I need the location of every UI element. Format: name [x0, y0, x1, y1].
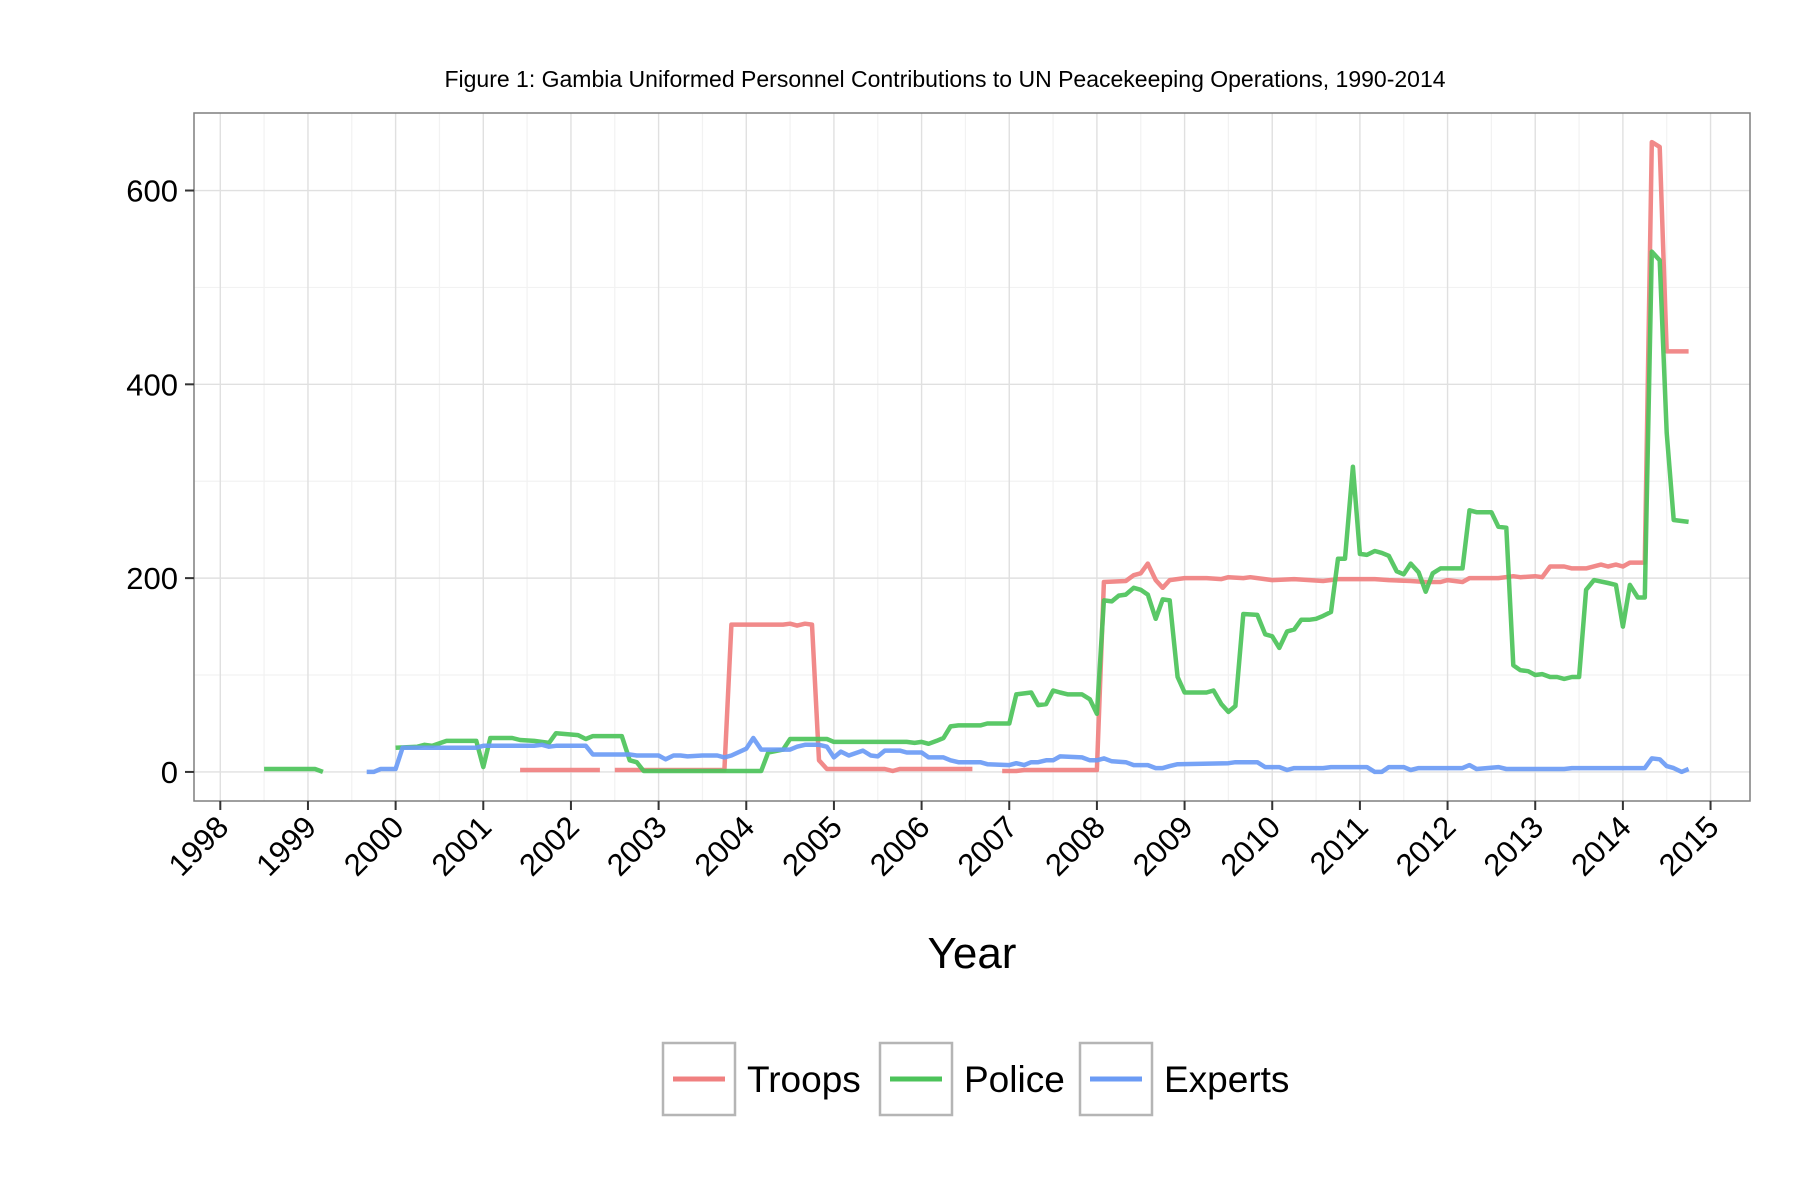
y-tick-label: 200 — [126, 561, 178, 596]
series-line-police — [264, 766, 324, 775]
major-gridlines — [194, 113, 1750, 801]
x-tick-label: 2008 — [1038, 809, 1112, 883]
legend-label-troops: Troops — [747, 1059, 861, 1100]
x-tick-label: 2010 — [1214, 809, 1288, 883]
series-line-police — [395, 249, 1689, 774]
x-tick-label: 2013 — [1477, 809, 1551, 883]
x-tick-label: 2014 — [1564, 809, 1638, 883]
x-tick-label: 2001 — [425, 809, 499, 883]
plot-border — [193, 112, 1751, 802]
minor-gridlines — [194, 113, 1750, 801]
legend: Troops Police Experts — [661, 1041, 1289, 1117]
x-axis-label: Year — [928, 929, 1017, 978]
chart-title: Figure 1: Gambia Uniformed Personnel Con… — [444, 66, 1445, 92]
y-axis: 0 200 400 600 — [126, 174, 194, 790]
x-tick-label: 2004 — [688, 809, 762, 883]
legend-label-experts: Experts — [1164, 1059, 1289, 1100]
legend-label-police: Police — [964, 1059, 1065, 1100]
x-tick-label: 1998 — [162, 809, 236, 883]
y-tick-label: 600 — [126, 174, 178, 209]
x-tick-label: 2015 — [1652, 809, 1726, 883]
series-line-experts — [366, 735, 1690, 775]
x-tick-label: 2002 — [512, 809, 586, 883]
y-tick-label: 0 — [161, 755, 178, 790]
x-tick-label: 2005 — [775, 809, 849, 883]
x-tick-label: 2011 — [1303, 809, 1375, 881]
x-tick-label: 2012 — [1389, 809, 1463, 883]
x-tick-label: 2007 — [951, 809, 1025, 883]
series-line-troops — [1002, 139, 1689, 774]
series-line-troops — [614, 621, 973, 774]
series-lines — [264, 139, 1690, 775]
x-tick-label: 2009 — [1126, 809, 1200, 883]
x-tick-label: 2006 — [863, 809, 937, 883]
y-tick-label: 400 — [126, 367, 178, 402]
plot-panel — [194, 113, 1750, 801]
x-axis: 1998 1999 2000 2001 2002 2003 2004 2005 2006 2007… — [162, 801, 1726, 883]
x-tick-label: 2003 — [600, 809, 674, 883]
x-tick-label: 2000 — [337, 809, 411, 883]
x-tick-label: 1999 — [249, 809, 323, 883]
